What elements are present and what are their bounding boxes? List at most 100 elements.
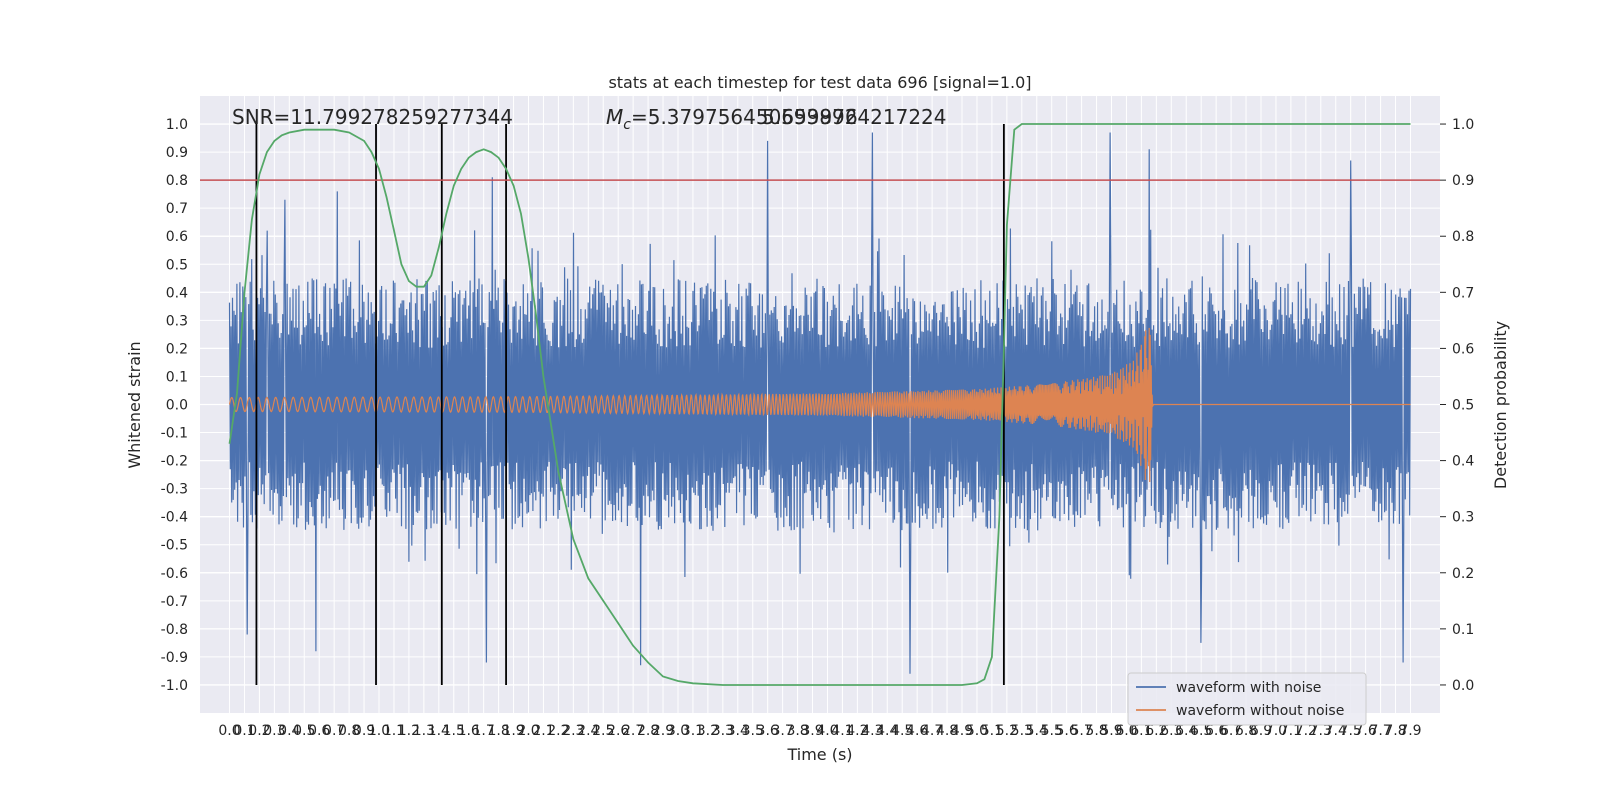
series-detection-probability — [228, 123, 1411, 686]
x-tick-label: 2.0 — [517, 723, 539, 739]
x-tick-label: 6.3 — [1160, 723, 1182, 739]
x-tick-label: 7.1 — [1280, 723, 1302, 739]
clean-waveform-line — [228, 327, 1411, 483]
x-tick-label: 4.2 — [846, 723, 868, 739]
y-left-tick-label: 0.5 — [166, 257, 188, 273]
y-left-tick-label: 0.0 — [166, 398, 188, 414]
x-tick-label: 0.1 — [233, 723, 255, 739]
x-tick-label: 3.6 — [757, 723, 779, 739]
x-tick-label: 7.7 — [1369, 723, 1391, 739]
x-tick-label: 3.7 — [771, 723, 793, 739]
y-left-tick-label: 0.2 — [166, 341, 188, 357]
x-tick-label: 6.9 — [1250, 723, 1272, 739]
y-left-tick-label: 0.3 — [166, 313, 188, 329]
y-left-tick-label: 0.4 — [166, 285, 188, 301]
x-tick-label: 2.1 — [532, 723, 554, 739]
x-tick-label: 2.7 — [622, 723, 644, 739]
x-tick-labels: 0.00.10.20.30.40.50.60.70.80.91.01.11.21… — [218, 723, 1421, 739]
x-tick-label: 2.8 — [637, 723, 659, 739]
legend-box — [1127, 672, 1367, 726]
snr-annotation: SNR=11.799278259277344 — [232, 105, 513, 129]
x-tick-label: 5.8 — [1085, 723, 1107, 739]
y-right-tick-label: 0.4 — [1452, 454, 1474, 470]
x-tick-label: 1.9 — [502, 723, 524, 739]
x-tick-label: 2.3 — [562, 723, 584, 739]
x-tick-label: 6.6 — [1205, 723, 1227, 739]
x-tick-label: 1.7 — [473, 723, 495, 739]
y-left-tick-label: 0.7 — [166, 201, 188, 217]
y-left-tick-label: 0.6 — [166, 229, 188, 245]
mc-value: =5.379756450659976 — [631, 105, 858, 129]
x-tick-label: 4.7 — [921, 723, 943, 739]
x-tick-label: 0.0 — [218, 723, 240, 739]
x-tick-label: 1.2 — [398, 723, 420, 739]
x-tick-label: 2.5 — [592, 723, 614, 739]
y-right-tick-label: 0.8 — [1452, 229, 1474, 245]
x-tick-label: 1.0 — [368, 723, 390, 739]
x-tick-label: 4.8 — [936, 723, 958, 739]
x-tick-label: 1.6 — [458, 723, 480, 739]
x-tick-label: 3.2 — [697, 723, 719, 739]
legend: waveform with noise waveform without noi… — [1127, 672, 1367, 726]
x-tick-label: 3.9 — [801, 723, 823, 739]
x-tick-label: 6.1 — [1130, 723, 1152, 739]
x-tick-label: 5.9 — [1100, 723, 1122, 739]
x-tick-label: 5.1 — [981, 723, 1003, 739]
x-tick-label: 6.4 — [1175, 723, 1197, 739]
y-right-tick-label: 0.5 — [1452, 398, 1474, 414]
y-right-tick-label: 0.2 — [1452, 566, 1474, 582]
x-tick-label: 7.3 — [1310, 723, 1332, 739]
x-tick-label: 3.0 — [667, 723, 689, 739]
y-left-tick-label: -0.4 — [161, 510, 188, 526]
x-tick-label: 3.3 — [712, 723, 734, 739]
x-tick-label: 2.4 — [577, 723, 599, 739]
mc-subscript: c — [623, 117, 631, 133]
y-left-tick-label: 1.0 — [166, 117, 188, 133]
x-tick-label: 6.8 — [1235, 723, 1257, 739]
y-left-tick-label: -1.0 — [161, 678, 188, 694]
x-tick-label: 7.5 — [1340, 723, 1362, 739]
x-tick-label: 1.3 — [413, 723, 435, 739]
x-tick-label: 6.2 — [1145, 723, 1167, 739]
x-tick-label: 5.4 — [1026, 723, 1048, 739]
x-tick-label: 7.4 — [1325, 723, 1347, 739]
x-tick-label: 3.4 — [727, 723, 749, 739]
y-left-tick-label: -0.3 — [161, 482, 188, 498]
x-tick-label: 0.9 — [353, 723, 375, 739]
x-tick-label: 4.3 — [861, 723, 883, 739]
x-tick-label: 7.2 — [1295, 723, 1317, 739]
x-tick-label: 0.3 — [263, 723, 285, 739]
series-waveform-without-noise — [228, 327, 1411, 483]
y-left-tick-label: -0.6 — [161, 566, 188, 582]
y-right-tick-label: 0.3 — [1452, 510, 1474, 526]
y-left-axis-label: Whitened strain — [125, 341, 144, 468]
series-waveform-with-noise — [228, 132, 1412, 674]
y-right-tick-label: 0.0 — [1452, 678, 1474, 694]
x-tick-label: 1.5 — [443, 723, 465, 739]
legend-label-clean: waveform without noise — [1176, 703, 1344, 719]
mc-overlap-annotation: 5.5938924217224 — [762, 105, 947, 129]
y-right-tick-label: 0.7 — [1452, 285, 1474, 301]
x-tick-label: 1.4 — [428, 723, 450, 739]
mc-annotation: Mc=5.379756450659976 — [606, 105, 858, 133]
y-left-tick-label: -0.1 — [161, 426, 188, 442]
y-right-axis-label: Detection probability — [1491, 321, 1510, 489]
x-tick-label: 5.7 — [1070, 723, 1092, 739]
x-tick-label: 2.2 — [547, 723, 569, 739]
x-tick-label: 0.5 — [293, 723, 315, 739]
y-left-tick-label: 0.8 — [166, 173, 188, 189]
x-tick-label: 7.8 — [1384, 723, 1406, 739]
x-tick-label: 0.4 — [278, 723, 300, 739]
x-tick-label: 7.0 — [1265, 723, 1287, 739]
x-tick-label: 3.8 — [786, 723, 808, 739]
x-tick-label: 3.1 — [682, 723, 704, 739]
x-tick-label: 5.2 — [996, 723, 1018, 739]
y-left-tick-label: -0.7 — [161, 594, 188, 610]
x-tick-label: 0.8 — [338, 723, 360, 739]
y-left-tick-label: -0.8 — [161, 622, 188, 638]
y-left-tick-label: -0.5 — [161, 538, 188, 554]
legend-label-noise: waveform with noise — [1176, 680, 1321, 696]
x-tick-label: 5.0 — [966, 723, 988, 739]
x-tick-label: 4.6 — [906, 723, 928, 739]
x-tick-label: 6.5 — [1190, 723, 1212, 739]
